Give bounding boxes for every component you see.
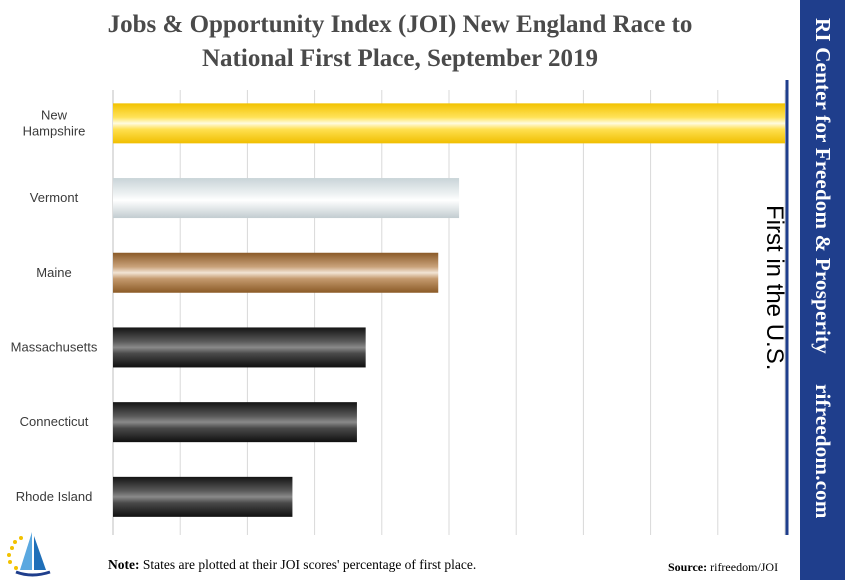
side-banner — [800, 0, 845, 580]
category-label: Connecticut — [20, 414, 89, 429]
chart-title: Jobs & Opportunity Index (JOI) New Engla… — [0, 8, 800, 76]
chart-note-label: Note: — [108, 557, 140, 572]
category-label: Rhode Island — [16, 489, 93, 504]
bar-connecticut — [113, 402, 357, 443]
category-label: Massachusetts — [11, 339, 98, 354]
bar-maine — [113, 252, 439, 293]
chart-source-text: rifreedom/JOI — [707, 560, 779, 574]
first-place-label: First in the U.S. — [761, 205, 788, 371]
sailboat-stars-logo-icon — [7, 532, 51, 577]
chart-source: Source: rifreedom/JOI — [668, 560, 778, 575]
side-banner-org: RI Center for Freedom & Prosperity — [811, 18, 835, 354]
chart-gridlines — [112, 90, 786, 535]
category-label: Maine — [36, 265, 71, 280]
bar-rhode-island — [113, 476, 293, 517]
chart-title-line-1: Jobs & Opportunity Index (JOI) New Engla… — [107, 11, 693, 38]
bar-massachusetts — [113, 327, 366, 368]
side-banner-text: RI Center for Freedom & Prosperity rifre… — [800, 0, 845, 580]
category-label: New Hampshire — [23, 107, 86, 138]
bar-new-hampshire — [113, 103, 785, 144]
chart-source-label: Source: — [668, 560, 708, 574]
chart-bars — [113, 103, 785, 517]
bar-chart: New Hampshire Vermont Maine Massachusetts Con… — [11, 80, 789, 535]
side-banner-site[interactable]: rifreedom.com — [811, 383, 835, 519]
category-label: Vermont — [30, 190, 79, 205]
chart-title-line-2: National First Place, September 2019 — [202, 45, 598, 72]
chart-category-labels: New Hampshire Vermont Maine Massachusetts Con… — [11, 107, 98, 504]
chart-note-text: States are plotted at their JOI scores' … — [139, 557, 477, 572]
chart-note: Note: States are plotted at their JOI sc… — [108, 557, 476, 573]
bar-vermont — [113, 178, 460, 219]
